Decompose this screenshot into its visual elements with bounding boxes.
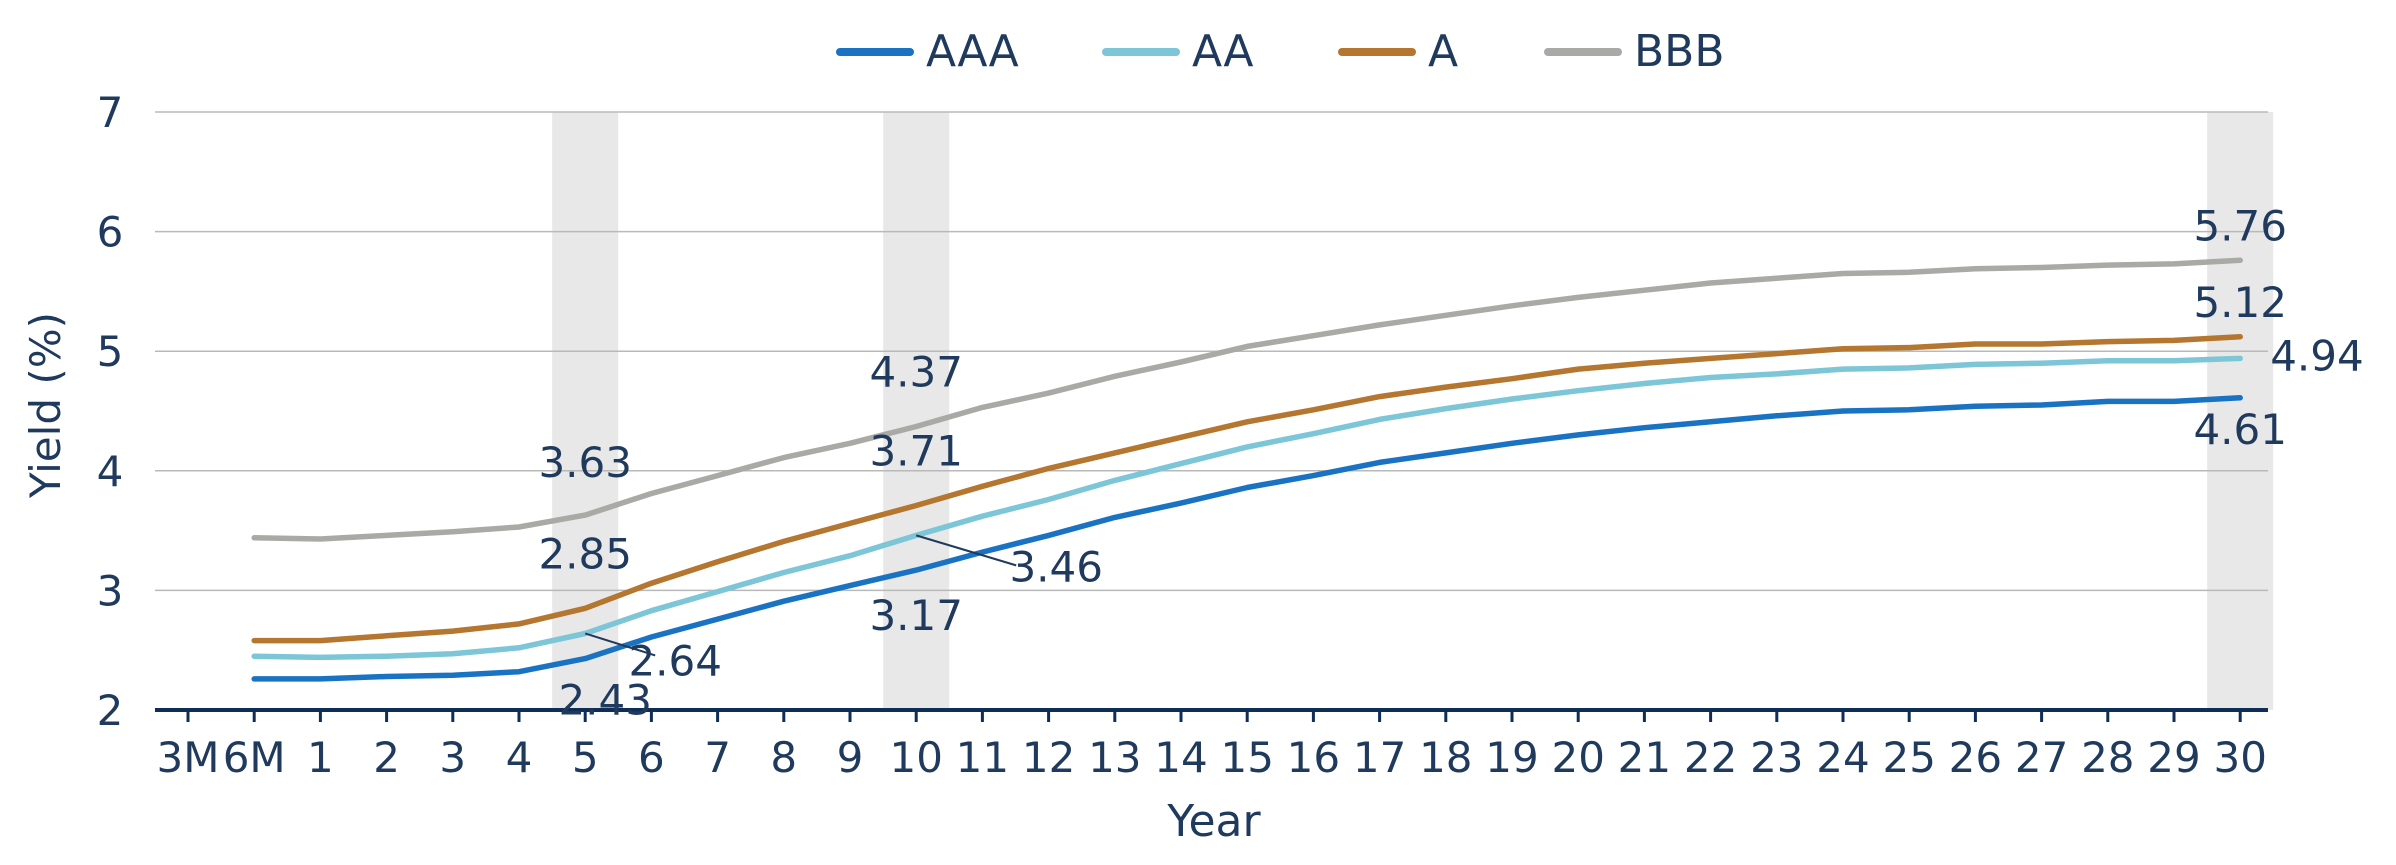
x-tick-label: 27 [2015,733,2068,782]
y-tick-label: 6 [97,208,124,257]
series-line-aa [251,355,2243,661]
x-tick-label: 22 [1684,733,1737,782]
x-tick-label: 14 [1154,733,1207,782]
x-axis-title: Year [1166,796,1261,847]
data-labels: 3.63 2.85 2.642.43 4.37 3.71 3.46 3.17 5.76 5.12… [538,201,2363,724]
legend-label-aaa: AAA [926,26,1019,77]
highlight-band-30 [2207,112,2274,710]
y-axis-ticks: 2 3 4 5 6 7 [97,88,124,735]
x-tick-label: 1 [307,733,334,782]
data-label-aaa-30: 4.61 [2193,405,2287,454]
x-tick-label: 6M [223,733,286,782]
series-line-bbb [251,257,2243,542]
data-label-a-30: 5.12 [2193,278,2287,327]
highlight-bands [552,112,2274,710]
x-tick-label: 25 [1882,733,1935,782]
x-tick-label: 6 [638,733,665,782]
legend-label-bbb: BBB [1634,26,1725,77]
x-tick-label: 4 [506,733,533,782]
highlight-band-10 [883,112,950,710]
x-tick-label: 15 [1220,733,1273,782]
x-tick-label: 11 [956,733,1009,782]
y-tick-label: 4 [97,447,124,496]
series-line-aaa [251,395,2243,682]
x-tick-label: 18 [1419,733,1472,782]
leader-line [915,534,1017,567]
x-tick-label: 8 [770,733,797,782]
x-tick-label: 26 [1949,733,2002,782]
data-label-a-10: 3.71 [869,426,963,475]
y-tick-label: 7 [97,88,124,137]
x-tick-label: 7 [704,733,731,782]
data-label-bbb-5: 3.63 [538,438,632,487]
x-tick-label: 13 [1088,733,1141,782]
y-tick-label: 5 [97,327,124,376]
data-label-bbb-30: 5.76 [2193,201,2287,250]
x-tick-label: 3 [439,733,466,782]
x-tick-label: 29 [2147,733,2200,782]
x-tick-label: 5 [572,733,599,782]
data-label-bbb-10: 4.37 [869,348,963,397]
series-line-a [251,334,2243,644]
x-tick-label: 10 [889,733,942,782]
x-tick-label: 17 [1353,733,1406,782]
y-tick-label: 3 [97,566,124,615]
data-label-aa-10: 3.46 [1009,542,1103,591]
y-axis-title: Yield (%) [21,312,70,499]
highlight-band-5 [552,112,619,710]
legend-label-a: A [1428,26,1458,77]
leader-line [584,632,656,657]
data-label-aaa-5: 2.43 [558,676,652,725]
data-label-aa-30: 4.94 [2270,331,2364,380]
x-tick-label: 3M [157,733,220,782]
data-label-aa-5: 2.64 [628,636,722,685]
legend-label-aa: AA [1192,26,1253,77]
x-axis: 3M 6M 1 2 3 4 5 6 7 8 9 10 11 12 13 14 15 16 17 18 19 20 21 22 2… [155,708,2268,782]
x-tick-label: 2 [373,733,400,782]
data-label-aaa-10: 3.17 [869,591,963,640]
y-tick-label: 2 [97,686,124,735]
x-tick-label: 20 [1551,733,1604,782]
x-tick-label: 23 [1750,733,1803,782]
x-tick-label: 16 [1287,733,1340,782]
x-tick-label: 9 [837,733,864,782]
data-label-a-5: 2.85 [538,529,632,578]
legend: AAA AA A BBB [836,26,1725,77]
x-tick-label: 30 [2213,733,2266,782]
x-tick-label: 19 [1485,733,1538,782]
x-tick-label: 21 [1618,733,1671,782]
x-tick-label: 12 [1022,733,1075,782]
x-tick-label: 28 [2081,733,2134,782]
gridlines [155,111,2268,592]
x-tick-label: 24 [1816,733,1869,782]
